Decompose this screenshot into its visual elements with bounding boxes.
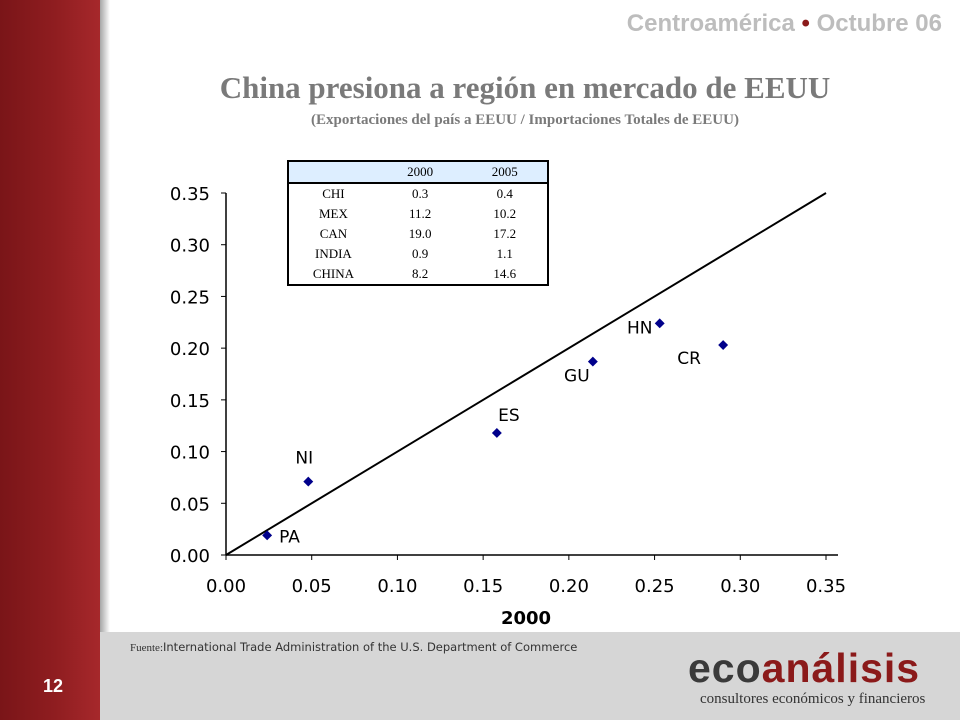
table-header-cell: 2005 — [462, 161, 548, 184]
table-cell: MEX — [318, 206, 348, 221]
slide-title: China presiona a región en mercado de EE… — [219, 70, 831, 105]
x-tick-label: 0.15 — [463, 576, 503, 597]
sidebar-shadow — [100, 0, 110, 720]
data-point-es — [491, 428, 502, 438]
y-tick-label: 0.10 — [170, 443, 210, 464]
data-point-pa — [262, 530, 273, 541]
table-cell: 11.2 — [408, 206, 432, 221]
logo-part-eco: eco — [688, 645, 762, 691]
table-row: INDIA 0.9 1.1 — [288, 244, 548, 264]
reference-line-layer — [225, 192, 827, 556]
x-tick-label: 0.30 — [720, 576, 760, 597]
point-label-pa: PA — [279, 527, 300, 547]
x-tick-label: 0.05 — [292, 576, 332, 597]
footer-band — [100, 632, 960, 720]
table-cell: 8.2 — [411, 266, 429, 281]
point-label-cr: CR — [677, 349, 701, 369]
table-header-row: 2000 2005 — [288, 161, 548, 184]
table-cell: CHI — [322, 186, 345, 201]
y-tick-label: 0.35 — [170, 184, 210, 205]
diagonal-reference-line — [225, 192, 827, 556]
header-tag: Centroamérica • Octubre 06 — [627, 10, 942, 38]
table-cell: 0.9 — [411, 246, 429, 261]
table-cell: 0.3 — [411, 186, 429, 201]
table-cell: 10.2 — [493, 206, 517, 221]
y-tick-label: 0.00 — [170, 546, 210, 567]
data-point-ni — [303, 476, 314, 487]
y-tick-label: 0.20 — [170, 339, 210, 360]
table-row: MEX 11.2 10.2 — [288, 204, 548, 224]
left-sidebar-band — [0, 0, 100, 720]
chart-axes: 0.00 0.05 0.10 0.15 0.20 0.25 0.30 0.35 0.00 0.05… — [170, 184, 846, 597]
logo-part-analisis: análisis — [761, 645, 921, 691]
y-tick-label: 0.15 — [170, 391, 210, 412]
x-tick-label: 0.20 — [549, 576, 589, 597]
data-point-cr — [718, 340, 729, 350]
table-header-cell — [288, 161, 378, 184]
data-point-gu — [587, 356, 598, 367]
y-tick-label: 0.25 — [170, 287, 210, 308]
table-header-cell: 2000 — [377, 161, 463, 184]
header-region: Centroamérica — [626, 10, 795, 37]
y-tick-label: 0.30 — [170, 236, 210, 257]
page-number: 12 — [42, 676, 64, 696]
table-cell: 17.2 — [493, 226, 517, 241]
point-label-ni: NI — [295, 449, 313, 469]
table-row: CAN 19.0 17.2 — [288, 224, 548, 244]
table-cell: 0.4 — [496, 186, 513, 201]
slide-subtitle: (Exportaciones del país a EEUU / Importa… — [311, 112, 739, 128]
header-period: Octubre 06 — [816, 10, 942, 37]
point-label-gu: GU — [564, 367, 590, 387]
logo-tagline: consultores económicos y financieros — [700, 691, 926, 707]
x-tick-label: 0.10 — [377, 576, 417, 597]
company-logo: ecoanálisis consultores económicos y fin… — [688, 648, 925, 708]
table-cell: 1.1 — [496, 246, 513, 261]
source-note: Fuente:International Trade Administratio… — [130, 640, 577, 654]
source-text: International Trade Administration of th… — [163, 640, 578, 654]
table-cell: 19.0 — [408, 226, 432, 241]
source-label: Fuente: — [130, 642, 163, 654]
points-layer: PA NI ES GU HN CR — [262, 318, 729, 547]
x-tick-label: 0.00 — [206, 576, 246, 597]
table-cell: INDIA — [315, 246, 352, 261]
x-axis-title: 2000 — [501, 608, 551, 629]
x-tick-label: 0.35 — [806, 576, 846, 597]
table-row: CHI 0.3 0.4 — [288, 183, 548, 204]
point-label-hn: HN — [627, 318, 653, 338]
y-tick-label: 0.05 — [170, 494, 210, 515]
point-label-es: ES — [498, 406, 520, 426]
table-row: CHINA 8.2 14.6 — [288, 264, 548, 285]
table-cell: CAN — [319, 226, 348, 241]
x-tick-label: 0.25 — [635, 576, 675, 597]
table-cell: CHINA — [312, 266, 354, 281]
data-table: 2000 2005 CHI 0.3 0.4 MEX 11.2 10.2 CAN … — [287, 160, 549, 286]
logo-wordmark: ecoanálisis — [688, 648, 925, 689]
data-point-hn — [654, 318, 665, 329]
table-cell: 14.6 — [493, 266, 517, 281]
header-separator-dot: • — [801, 10, 810, 37]
